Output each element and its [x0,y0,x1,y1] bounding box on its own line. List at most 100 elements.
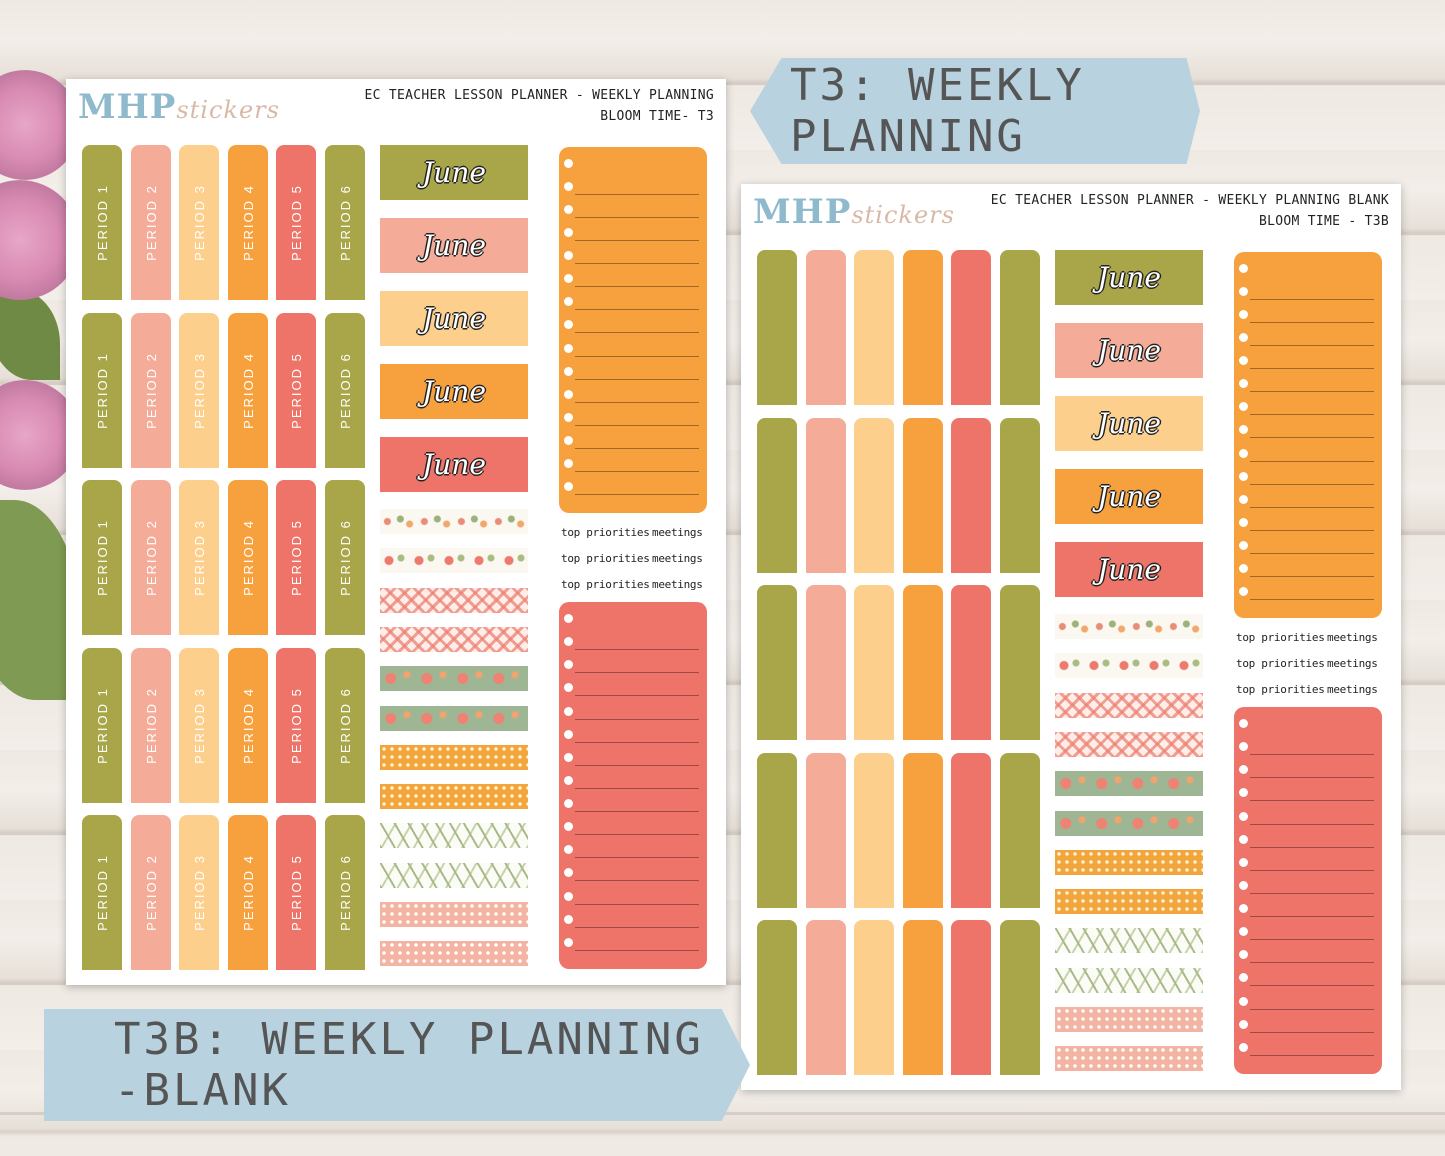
period-tab-label: PERIOD 5 [288,184,304,261]
checkbox-dot [1239,517,1248,527]
checkbox-dot [1239,471,1248,481]
list-rule [575,401,699,403]
month-label-sticker: June [380,364,528,419]
checkbox-dot [564,914,573,924]
period-tab: PERIOD 6 [324,312,365,468]
period-tab [902,585,943,740]
meetings-label: meetings [652,552,703,565]
period-tab [999,585,1040,740]
period-tab: PERIOD 5 [276,145,316,300]
period-tab: PERIOD 1 [82,647,122,803]
list-rule [575,309,699,311]
top-priorities-label: top priorities [561,578,650,591]
list-rule [575,672,699,674]
checkbox-dot [1239,287,1248,297]
list-rule [1250,777,1374,779]
period-tab: PERIOD 1 [82,312,122,468]
list-rule [1250,414,1374,416]
month-label-sticker: June [380,145,528,200]
period-tab [902,920,943,1075]
list-rule [575,880,699,882]
sheet-code: BLOOM TIME - T3B [1258,214,1389,229]
month-label-sticker: June [1055,396,1203,451]
period-tab-label: PERIOD 3 [191,854,207,931]
washi-strip [380,941,528,967]
sheet-title: EC TEACHER LESSON PLANNER - WEEKLY PLANN… [364,88,714,103]
period-tab [854,417,894,573]
top-priorities-label: top priorities [1236,683,1325,696]
list-rule [575,718,699,720]
list-rule [575,926,699,928]
period-tab-label: PERIOD 3 [191,351,207,429]
period-tab [951,920,991,1075]
period-tab: PERIOD 1 [82,145,122,300]
period-tab [757,752,797,908]
washi-strip [1055,692,1203,718]
period-tab [951,752,991,908]
checkbox-dot [1239,880,1248,890]
list-rule [1250,368,1374,370]
checkbox-dot [1239,333,1248,343]
period-tab: PERIOD 4 [227,312,268,468]
list-rule [1250,529,1374,531]
period-tab: PERIOD 6 [324,480,365,635]
period-tab: PERIOD 2 [130,145,171,300]
checkbox-dot [1239,765,1248,775]
month-label-sticker: June [380,437,528,492]
checkbox-dot [1239,719,1248,728]
list-rule [575,903,699,905]
list-rule [1250,800,1374,802]
sheet-header: EC TEACHER LESSON PLANNER - WEEKLY PLANN… [365,85,714,127]
checkbox-dot [564,366,573,376]
list-rule [575,447,699,449]
t3-title-banner: T3: WEEKLY PLANNING [750,58,1200,164]
period-tab-label: PERIOD 2 [143,686,158,764]
list-rule [575,811,699,813]
period-tab [999,250,1040,405]
t3b-title-banner: T3B: WEEKLY PLANNING -BLANK [44,1009,750,1121]
checkbox-dot [564,412,573,422]
washi-strip [1055,771,1203,797]
washi-strip [1055,614,1203,639]
period-tab-label: PERIOD 5 [288,686,304,764]
period-tab [854,752,894,908]
period-tab [757,250,797,405]
checkbox-dot [1239,811,1248,821]
period-tab-label: PERIOD 3 [191,686,207,764]
checklist-box [559,147,707,513]
list-rule [575,263,699,265]
period-tab-label: PERIOD 6 [337,686,352,764]
list-rule [575,355,699,357]
washi-strip [1055,889,1203,915]
period-tab: PERIOD 3 [179,815,219,970]
checkbox-dot [1239,402,1248,412]
month-label-sticker: June [380,291,528,346]
washi-strip [1055,1007,1203,1032]
brand-logo: MHPstickers [78,87,280,127]
list-rule [575,286,699,288]
checkbox-dot [1239,379,1248,389]
sheet-code: BLOOM TIME- T3 [600,109,714,124]
brand-logo: MHPstickers [753,192,955,232]
list-rule [1250,985,1374,987]
period-tab: PERIOD 6 [324,145,365,300]
list-rule [1250,506,1374,508]
period-tab [854,585,894,740]
period-tab: PERIOD 3 [179,647,219,803]
month-label-sticker: June [380,218,528,273]
sticker-sheet-t3b: MHPstickers EC TEACHER LESSON PLANNER - … [741,184,1401,1090]
period-tab [757,417,797,573]
period-tab [854,920,894,1075]
sticker-sheet-t3: MHPstickers EC TEACHER LESSON PLANNER - … [66,79,726,985]
period-tab-label: PERIOD 4 [240,184,255,261]
list-rule [1250,823,1374,825]
list-rule [1250,437,1374,439]
list-rule [1250,846,1374,848]
period-tab: PERIOD 6 [324,647,365,803]
period-tab: PERIOD 5 [276,480,316,635]
washi-strip [1055,653,1203,679]
checkbox-dot [1239,788,1248,798]
period-tab: PERIOD 3 [179,480,219,635]
period-tab [805,417,846,573]
checkbox-dot [1239,927,1248,937]
